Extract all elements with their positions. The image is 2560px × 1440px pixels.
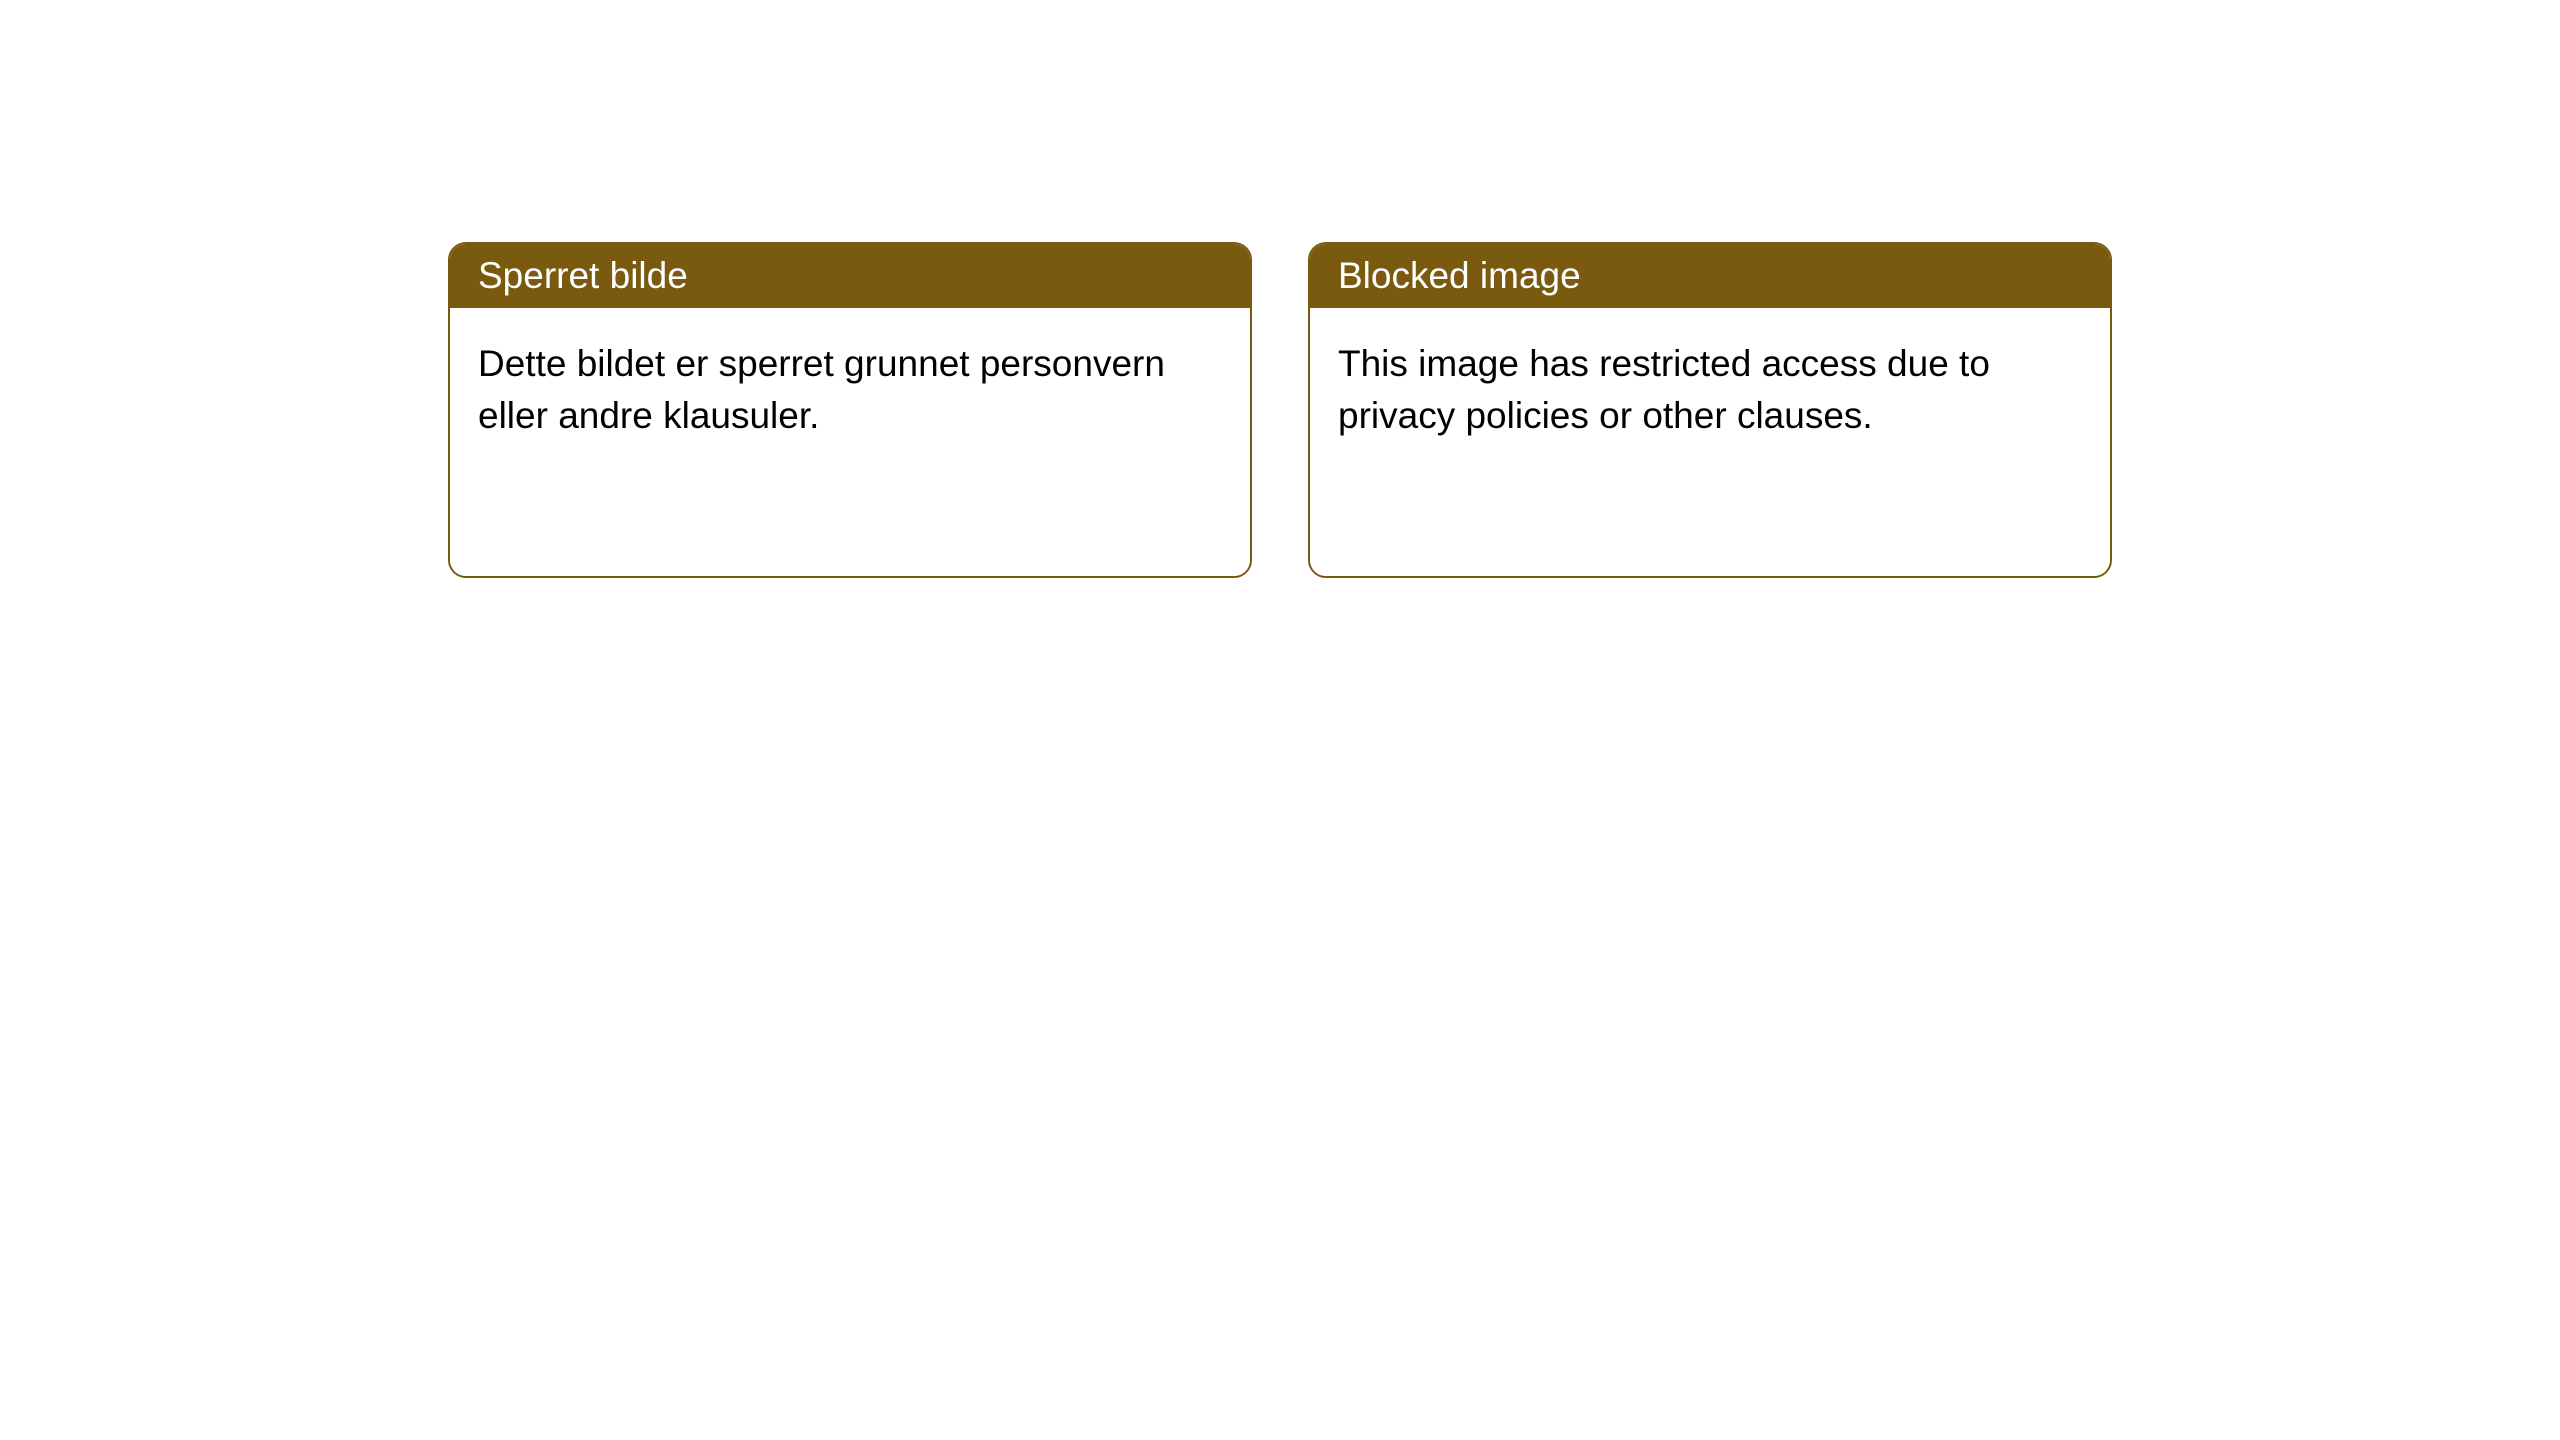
notice-box-english: Blocked image This image has restricted … xyxy=(1308,242,2112,578)
notice-title: Sperret bilde xyxy=(478,255,688,296)
notice-header: Blocked image xyxy=(1310,244,2110,308)
notice-header: Sperret bilde xyxy=(450,244,1250,308)
notices-container: Sperret bilde Dette bildet er sperret gr… xyxy=(448,242,2112,578)
notice-body: This image has restricted access due to … xyxy=(1310,308,2110,576)
notice-box-norwegian: Sperret bilde Dette bildet er sperret gr… xyxy=(448,242,1252,578)
notice-body-text: Dette bildet er sperret grunnet personve… xyxy=(478,343,1165,436)
notice-body: Dette bildet er sperret grunnet personve… xyxy=(450,308,1250,576)
notice-body-text: This image has restricted access due to … xyxy=(1338,343,1990,436)
notice-title: Blocked image xyxy=(1338,255,1581,296)
